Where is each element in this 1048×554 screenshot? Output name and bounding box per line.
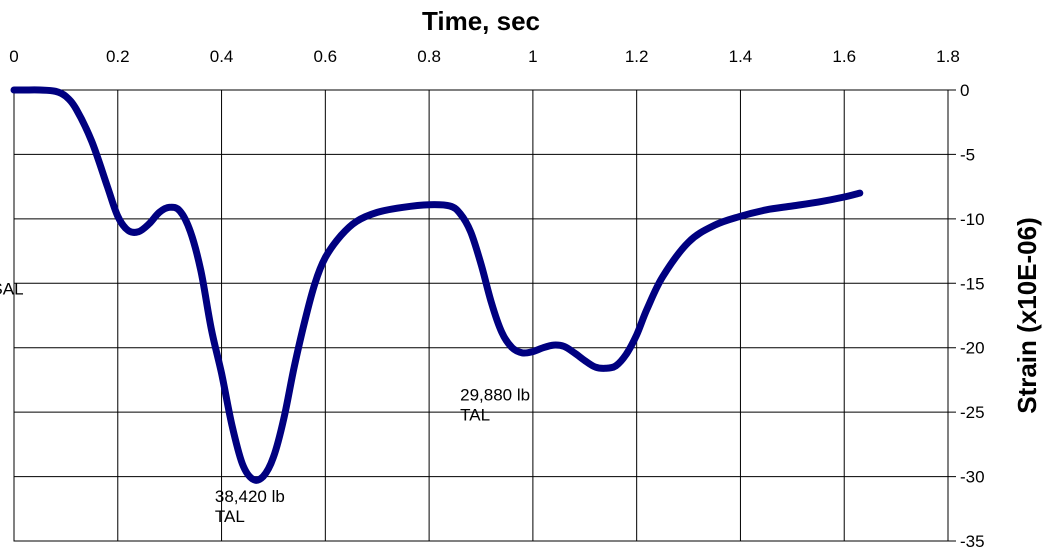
x-tick-label: 1.4 xyxy=(729,47,753,66)
y-tick-label: 0 xyxy=(960,81,969,100)
x-tick-label: 0 xyxy=(9,47,18,66)
y-tick-label: -10 xyxy=(960,210,985,229)
x-tick-label: 1.8 xyxy=(936,47,960,66)
y-tick-label: -25 xyxy=(960,403,985,422)
x-axis-ticks: 0 0.2 0.4 0.6 0.8 1 1.2 1.4 1.6 1.8 xyxy=(9,47,960,66)
y-axis-title: Strain (x10E-06) xyxy=(1012,217,1042,414)
y-tick-label: -35 xyxy=(960,532,985,551)
annotation-label: 38,420 lb xyxy=(215,487,285,506)
strain-series-line xyxy=(10,86,864,484)
x-tick-label: 0.2 xyxy=(106,47,130,66)
y-tick-label: -5 xyxy=(960,145,975,164)
y-axis-ticks: 0 -5 -10 -15 -20 -25 -30 -35 xyxy=(960,81,985,551)
y-tick-label: -20 xyxy=(960,339,985,358)
grid-lines xyxy=(13,89,956,542)
y-tick-label: -30 xyxy=(960,468,985,487)
x-tick-label: 0.8 xyxy=(417,47,441,66)
annotation-label: 10,620 lb SAL xyxy=(0,280,24,299)
x-axis-title: Time, sec xyxy=(422,6,540,36)
x-tick-label: 1.6 xyxy=(832,47,856,66)
annotation-label: 29,880 lb xyxy=(460,385,530,404)
annotation-label: TAL xyxy=(460,405,490,424)
x-tick-label: 0.4 xyxy=(210,47,234,66)
series-group xyxy=(10,86,864,484)
y-tick-label: -15 xyxy=(960,274,985,293)
plot-area-border xyxy=(13,89,949,542)
annotation-label: TAL xyxy=(215,507,245,526)
x-tick-label: 1.2 xyxy=(625,47,649,66)
x-tick-label: 1 xyxy=(528,47,537,66)
x-tick-label: 0.6 xyxy=(314,47,338,66)
